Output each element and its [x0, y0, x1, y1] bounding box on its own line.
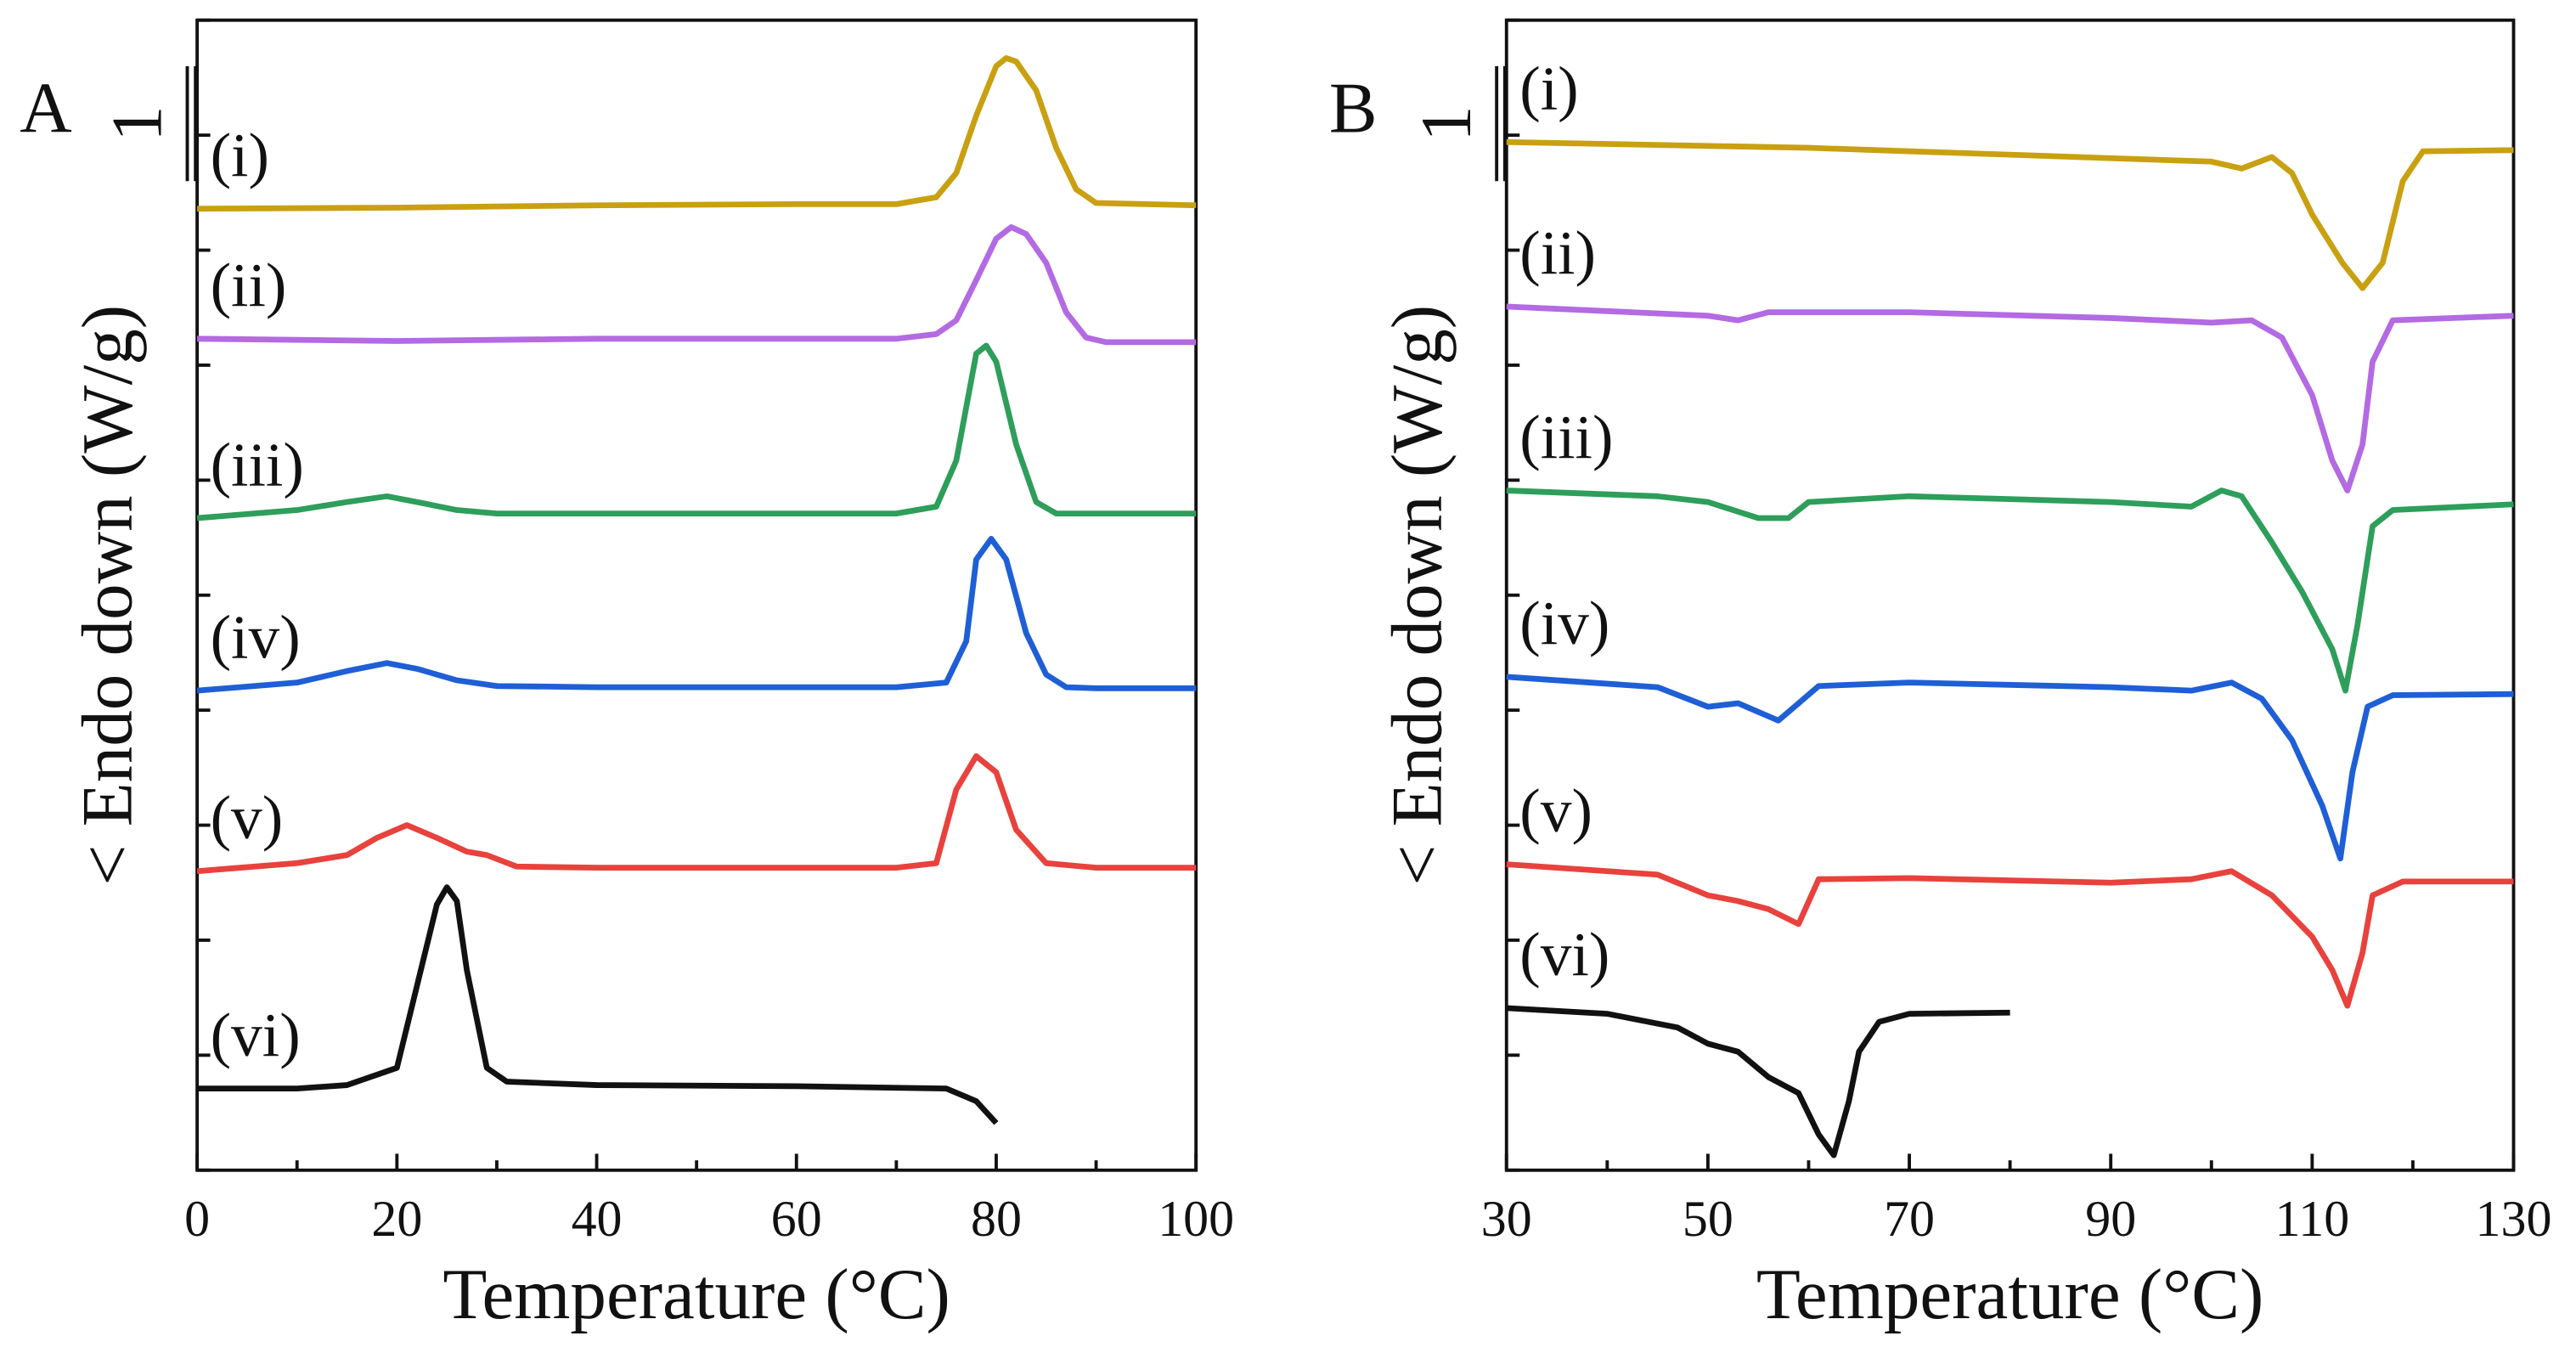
- x-tick-label: 110: [2274, 1191, 2349, 1247]
- series-label: (i): [1519, 54, 1578, 123]
- y-axis-title: < Endo down (W/g): [68, 305, 148, 886]
- x-tick-label: 50: [1683, 1191, 1733, 1247]
- series-label: (iv): [211, 602, 301, 671]
- x-tick-label: 70: [1884, 1191, 1935, 1247]
- series-line: [1506, 138, 2514, 291]
- series-line: [1506, 861, 2514, 1009]
- x-tick-label: 40: [572, 1191, 623, 1247]
- series-line: [196, 342, 1197, 521]
- panel: A Temperature (°C) < Endo down (W/g) 0 20 40 6…: [20, 18, 1234, 1334]
- series-line: [1506, 674, 2514, 862]
- x-tick-label: 0: [184, 1191, 210, 1247]
- x-tick-label: 90: [2085, 1191, 2136, 1247]
- series-label: (v): [1519, 776, 1592, 845]
- x-tick-label: 60: [771, 1191, 822, 1247]
- series-label: (vi): [1519, 920, 1609, 989]
- series-line: [197, 55, 1197, 212]
- x-tick-label: 30: [1481, 1191, 1532, 1247]
- x-axis-title: Temperature (°C): [442, 1254, 950, 1334]
- scale-bar-label: 1: [98, 105, 178, 142]
- series-label: (i): [211, 121, 269, 189]
- x-tick-label: 20: [371, 1191, 422, 1247]
- panel: B Temperature (°C) < Endo down (W/g) 30 50 70…: [1329, 18, 2552, 1334]
- panel-label: B: [1329, 68, 1378, 148]
- series-line: [1506, 1005, 2010, 1159]
- series-line: [196, 753, 1197, 875]
- series-line: [1506, 488, 2514, 694]
- series-line: [1506, 303, 2514, 493]
- series-line: [197, 224, 1197, 346]
- series-label: (v): [211, 783, 284, 852]
- x-tick-label: 80: [971, 1191, 1022, 1247]
- panel-label: A: [20, 68, 71, 148]
- series-label: (vi): [211, 1001, 301, 1069]
- scale-bar-label: 1: [1406, 105, 1486, 142]
- plot-frame: [195, 18, 1198, 1172]
- series-label: (ii): [1519, 218, 1596, 287]
- x-axis-title: Temperature (°C): [1756, 1254, 2263, 1334]
- series-line: [197, 884, 999, 1125]
- y-axis-title: < Endo down (W/g): [1377, 305, 1457, 886]
- series-label: (ii): [211, 251, 287, 319]
- series-line: [196, 536, 1197, 694]
- series-label: (iii): [211, 430, 304, 499]
- series-label: (iii): [1519, 403, 1613, 471]
- x-tick-label: 130: [2476, 1191, 2552, 1247]
- series-label: (iv): [1519, 589, 1609, 657]
- x-tick-label: 100: [1158, 1191, 1234, 1247]
